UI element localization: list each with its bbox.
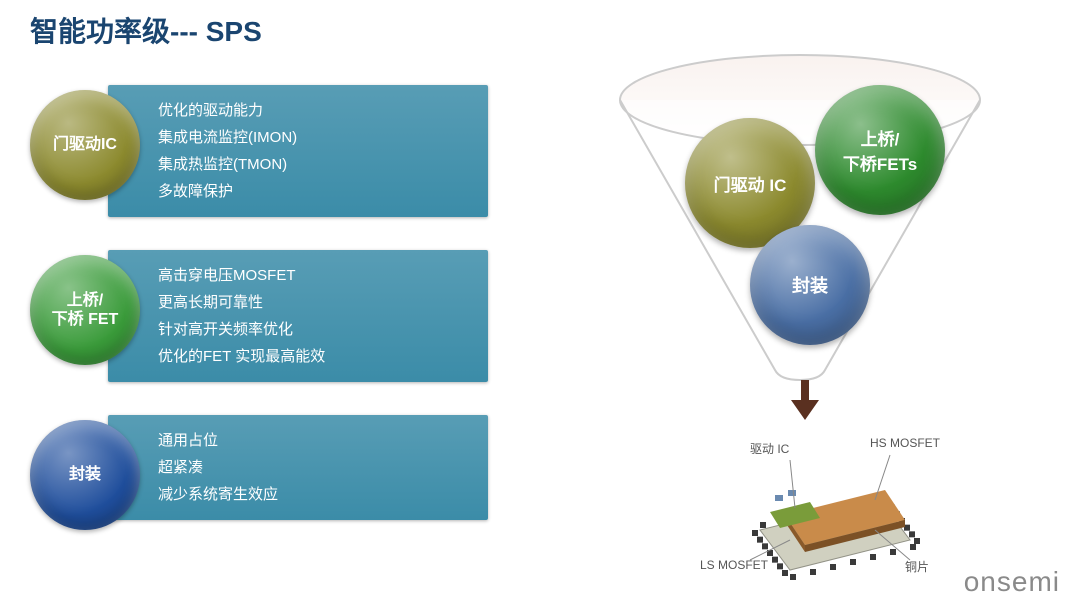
feature-panel: 通用占位 超紧凑 减少系统寄生效应	[108, 415, 488, 520]
chip-label-ls: LS MOSFET	[700, 558, 768, 572]
chip-diagram: 驱动 IC HS MOSFET LS MOSFET 铜片	[680, 400, 980, 580]
circle-label: 上桥/ 下桥 FET	[52, 291, 119, 329]
circle-label: 门驱动IC	[53, 135, 117, 154]
bullet: 超紧凑	[158, 454, 472, 481]
bullet: 优化的FET 实现最高能效	[158, 343, 472, 370]
chip-label-driver: 驱动 IC	[750, 440, 789, 457]
funnel-label: 上桥/ 下桥FETs	[843, 125, 917, 175]
funnel-circle-package: 封装	[750, 225, 870, 345]
feature-panel: 优化的驱动能力 集成电流监控(IMON) 集成热监控(TMON) 多故障保护	[108, 85, 488, 217]
bullet: 多故障保护	[158, 178, 472, 205]
bullet: 减少系统寄生效应	[158, 481, 472, 508]
logo-text: onsemi	[964, 566, 1060, 597]
feature-panel: 高击穿电压MOSFET 更高长期可靠性 针对高开关频率优化 优化的FET 实现最…	[108, 250, 488, 382]
chip-svg	[680, 400, 980, 580]
chip-label-copper: 铜片	[905, 558, 929, 575]
bullet: 集成电流监控(IMON)	[158, 124, 472, 151]
chip-label-hs: HS MOSFET	[870, 436, 940, 450]
bullet: 更高长期可靠性	[158, 289, 472, 316]
bullet: 优化的驱动能力	[158, 97, 472, 124]
funnel-label: 封装	[792, 272, 828, 298]
page-title: 智能功率级--- SPS	[30, 10, 262, 50]
title-text: 智能功率级--- SPS	[30, 16, 262, 47]
feature-list: 优化的驱动能力 集成电流监控(IMON) 集成热监控(TMON) 多故障保护 门…	[30, 80, 490, 555]
funnel-diagram: 门驱动 IC 上桥/ 下桥FETs 封装	[600, 40, 1000, 400]
feature-circle: 上桥/ 下桥 FET	[30, 255, 140, 365]
list-item: 高击穿电压MOSFET 更高长期可靠性 针对高开关频率优化 优化的FET 实现最…	[30, 245, 490, 395]
bullet: 针对高开关频率优化	[158, 316, 472, 343]
bullet: 集成热监控(TMON)	[158, 151, 472, 178]
funnel-circle-fets: 上桥/ 下桥FETs	[815, 85, 945, 215]
funnel-label: 门驱动 IC	[714, 171, 787, 196]
list-item: 优化的驱动能力 集成电流监控(IMON) 集成热监控(TMON) 多故障保护 门…	[30, 80, 490, 230]
list-item: 通用占位 超紧凑 减少系统寄生效应 封装	[30, 410, 490, 540]
onsemi-logo: onsemi	[964, 566, 1060, 598]
feature-circle: 封装	[30, 420, 140, 530]
feature-circle: 门驱动IC	[30, 90, 140, 200]
bullet: 通用占位	[158, 427, 472, 454]
circle-label: 封装	[69, 465, 101, 484]
bullet: 高击穿电压MOSFET	[158, 262, 472, 289]
